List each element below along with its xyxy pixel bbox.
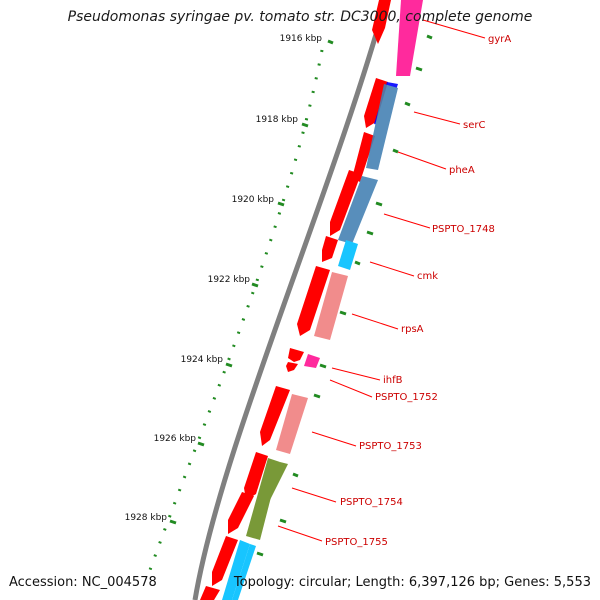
- ruler-label: 1918 kbp: [256, 115, 299, 125]
- gene-track: [222, 0, 423, 600]
- cds-feature: [297, 266, 330, 336]
- gene-block-PSPTO_1755b: [232, 544, 256, 600]
- cds-feature: [286, 362, 298, 372]
- gene-label: serC: [463, 120, 485, 131]
- gene-block-PSPTO_1755: [222, 540, 250, 600]
- ruler-label: 1916 kbp: [280, 34, 323, 44]
- gene-block-gyrA: [396, 0, 423, 76]
- cds-feature: [244, 452, 268, 500]
- gc-content-track: [148, 49, 324, 571]
- gene-label: cmk: [417, 271, 438, 282]
- gene-block-PSPTO_1748: [338, 176, 378, 244]
- ruler-label: 1920 kbp: [232, 195, 275, 205]
- genome-summary-text: Topology: circular; Length: 6,397,126 bp…: [233, 575, 591, 590]
- gene-block-rpsA: [314, 272, 348, 340]
- gc-skew-track: [256, 34, 433, 557]
- gene-label: PSPTO_1748: [432, 224, 495, 235]
- gene-label: PSPTO_1752: [375, 392, 438, 403]
- gene-block-ihfB: [304, 354, 320, 368]
- map-title: Pseudomonas syringae pv. tomato str. DC3…: [67, 9, 533, 25]
- cds-feature: [260, 386, 290, 446]
- ruler-labels: 1916 kbp 1918 kbp 1920 kbp 1922 kbp 1924…: [125, 34, 323, 523]
- cds-feature: [372, 0, 391, 44]
- genome-backbone: [192, 0, 389, 600]
- ruler-label: 1926 kbp: [154, 434, 197, 444]
- gene-label: PSPTO_1753: [359, 441, 422, 452]
- cds-feature: [288, 348, 304, 362]
- gene-block-cmk: [338, 240, 358, 270]
- gene-label: PSPTO_1754: [340, 497, 403, 508]
- gene-label: ihfB: [383, 375, 403, 386]
- cds-track: [200, 0, 391, 600]
- cds-feature: [228, 492, 254, 534]
- cds-feature: [352, 132, 375, 182]
- gene-block-pheA: [366, 84, 398, 170]
- gene-label: PSPTO_1755: [325, 537, 388, 548]
- ruler-label: 1922 kbp: [208, 275, 251, 285]
- accession-text: Accession: NC_004578: [9, 575, 157, 590]
- cds-feature: [322, 236, 338, 262]
- gene-label: gyrA: [488, 34, 511, 45]
- label-leader-lines: [277, 19, 486, 542]
- gene-label: pheA: [449, 165, 475, 176]
- ruler-label: 1928 kbp: [125, 513, 168, 523]
- cds-feature: [330, 170, 361, 236]
- cds-feature: [212, 536, 238, 586]
- gene-label: rpsA: [401, 324, 424, 335]
- gene-labels: gyrA serC pheA PSPTO_1748 cmk rpsA ihfB …: [325, 34, 511, 548]
- gene-block-PSPTO_1754b: [262, 462, 288, 500]
- cds-feature: [364, 78, 388, 128]
- gene-block-PSPTO_1753: [276, 394, 308, 454]
- cds-feature: [200, 586, 220, 600]
- ruler-label: 1924 kbp: [181, 355, 224, 365]
- ruler-ticks: [169, 39, 334, 525]
